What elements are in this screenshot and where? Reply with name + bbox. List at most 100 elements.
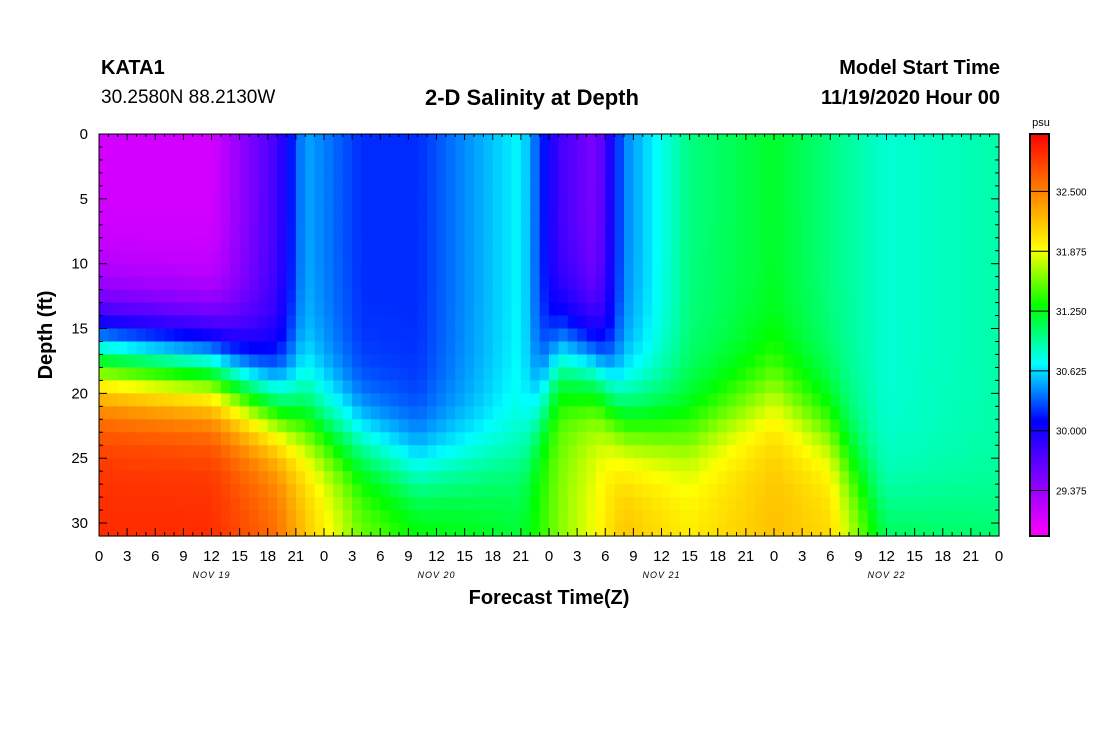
heatmap-cell [886,185,897,200]
heatmap-cell [774,419,784,433]
heatmap-cell [464,211,475,226]
y-axis-label: Depth (ft) [35,291,57,380]
heatmap-cell [192,523,203,537]
heatmap-cell [867,159,878,174]
heatmap-cell [877,523,888,537]
heatmap-cell [492,367,503,381]
heatmap-cell [783,237,794,252]
heatmap-cell [464,328,475,343]
heatmap-cell [539,211,550,226]
heatmap-cell [624,484,634,498]
heatmap-cell [764,445,775,459]
heatmap-cell [595,510,606,524]
heatmap-cell [455,341,466,356]
heatmap-cell [839,354,850,369]
heatmap-cell [380,484,391,498]
heatmap-cell [211,198,222,213]
heatmap-cell [445,224,456,239]
heatmap-cell [708,315,719,330]
heatmap-cell [174,432,184,446]
heatmap-cell [858,354,869,369]
heatmap-cell [455,315,466,330]
heatmap-cell [258,510,269,524]
heatmap-cell [595,380,606,394]
heatmap-cell [839,224,850,239]
heatmap-cell [361,354,372,369]
heatmap-cell [258,276,269,291]
heatmap-cell [717,523,728,537]
heatmap-cell [455,510,466,524]
heatmap-cell [520,328,531,343]
heatmap-cell [427,263,438,278]
heatmap-cell [117,211,128,226]
heatmap-cell [605,406,616,420]
heatmap-cell [286,380,297,394]
heatmap-cell [427,354,438,369]
heatmap-cell [717,134,728,148]
heatmap-cell [474,172,484,187]
heatmap-cell [492,497,503,511]
heatmap-cell [914,276,925,291]
heatmap-cell [577,380,588,394]
heatmap-cell [717,393,728,407]
heatmap-cell [689,146,700,161]
heatmap-cell [474,445,484,459]
heatmap-cell [661,302,672,317]
heatmap-cell [699,484,709,498]
heatmap-cell [802,471,813,485]
heatmap-cell [989,523,1000,537]
heatmap-cell [492,172,503,187]
heatmap-cell [136,341,147,356]
heatmap-cell [539,419,550,433]
heatmap-cell [633,380,644,394]
heatmap-cell [764,341,775,356]
heatmap-cell [211,419,222,433]
heatmap-cell [680,419,691,433]
heatmap-cell [567,315,578,330]
heatmap-cell [277,367,288,381]
heatmap-cell [417,250,428,265]
heatmap-cell [867,211,878,226]
heatmap-cell [324,198,334,213]
heatmap-cell [783,406,794,420]
heatmap-cell [970,367,981,381]
heatmap-cell [333,159,344,174]
heatmap-cell [858,484,869,498]
heatmap-cell [277,419,288,433]
heatmap-cell [577,523,588,537]
heatmap-cell [408,134,419,148]
heatmap-cell [352,134,363,148]
heatmap-cell [99,250,109,265]
heatmap-cell [633,276,644,291]
heatmap-cell [745,471,756,485]
heatmap-cell [239,354,250,369]
heatmap-cell [680,289,691,304]
heatmap-cell [886,484,897,498]
heatmap-cell [314,354,325,369]
heatmap-cell [689,406,700,420]
heatmap-cell [483,354,494,369]
heatmap-cell [727,211,738,226]
heatmap-cell [764,159,775,174]
heatmap-cell [511,302,522,317]
heatmap-cell [108,523,119,537]
heatmap-cell [192,159,203,174]
heatmap-cell [839,198,850,213]
heatmap-cell [680,510,691,524]
heatmap-cell [464,484,475,498]
heatmap-cell [867,484,878,498]
heatmap-cell [520,315,531,330]
heatmap-cell [192,146,203,161]
heatmap-cell [652,289,663,304]
heatmap-cell [952,263,963,278]
heatmap-cell [164,510,175,524]
heatmap-cell [567,237,578,252]
heatmap-cell [924,263,934,278]
heatmap-cell [652,198,663,213]
heatmap-cell [689,458,700,472]
heatmap-cell [455,445,466,459]
heatmap-cell [305,510,316,524]
heatmap-cell [595,354,606,369]
heatmap-cell [595,302,606,317]
